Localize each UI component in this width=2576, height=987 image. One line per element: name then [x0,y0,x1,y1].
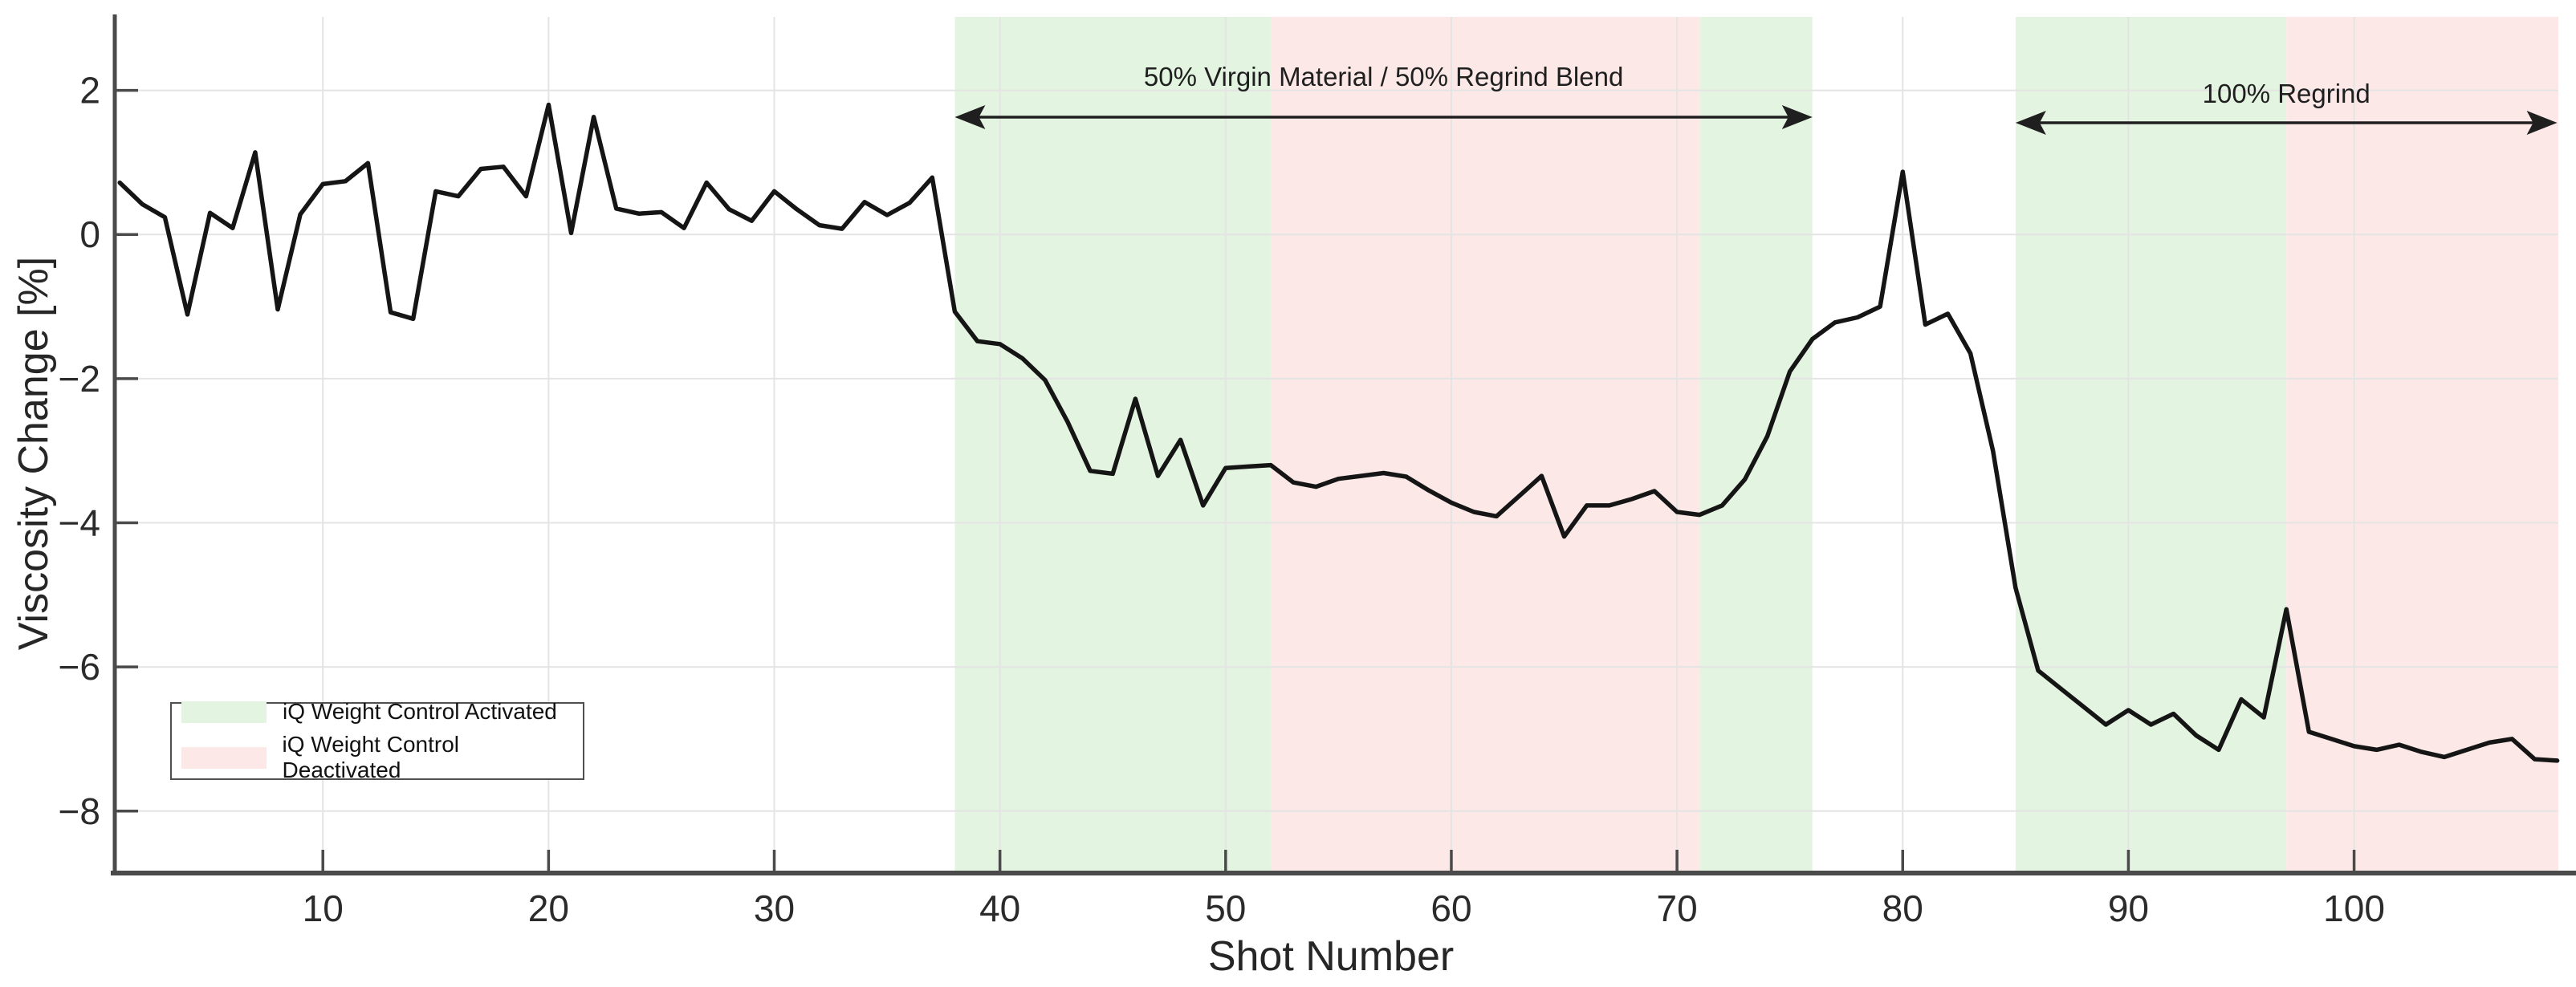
region-band-deactivated [1271,17,1700,873]
annotation-arrowhead-right [2526,111,2558,135]
legend-swatch-activated [181,701,267,723]
x-tick-label: 70 [1657,887,1698,929]
y-tick-label: −6 [59,646,100,688]
region-band-activated [954,17,1272,873]
y-tick-label: −4 [59,502,100,544]
x-tick-label: 60 [1430,887,1471,929]
x-axis-title: Shot Number [1207,933,1455,980]
series-line-viscosity-change [117,102,2560,763]
x-tick-label: 40 [979,887,1020,929]
annotation-arrowhead-left [2015,111,2046,135]
y-tick-label: 2 [79,70,100,112]
y-tick-label: 0 [79,213,100,255]
annotation-label-0: 50% Virgin Material / 50% Regrind Blend [1143,62,1624,91]
x-tick-label: 30 [754,887,795,929]
x-tick-label: 10 [303,887,344,929]
y-tick-label: −2 [59,358,100,400]
x-tick-label: 50 [1205,887,1246,929]
legend-item-deactivated: iQ Weight Control Deactivated [181,732,583,783]
legend-item-activated: iQ Weight Control Activated [181,699,583,725]
region-band-activated [2015,17,2287,873]
x-tick-label: 90 [2108,887,2149,929]
annotation-arrowhead-left [954,105,986,129]
legend-label-deactivated: iQ Weight Control Deactivated [282,732,459,782]
x-tick-label: 80 [1882,887,1923,929]
legend-swatch-deactivated [181,746,267,769]
annotation-arrowhead-right [1781,105,1813,129]
x-tick-label: 20 [528,887,569,929]
legend: iQ Weight Control Activated iQ Weight Co… [170,699,584,783]
y-tick-label: −8 [59,790,100,832]
x-tick-label: 100 [2323,887,2385,929]
region-band-activated [1699,17,1813,873]
y-axis-title: Viscosity Change [%] [10,256,57,651]
annotation-label-1: 100% Regrind [2202,79,2370,108]
region-band-deactivated [2286,17,2558,873]
legend-label-activated: iQ Weight Control Activated [283,699,557,724]
